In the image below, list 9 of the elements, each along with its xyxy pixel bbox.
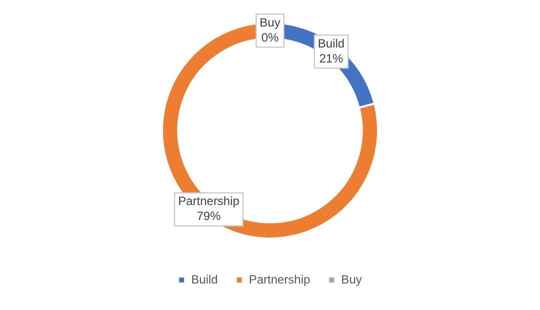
slice-label: Build <box>318 36 345 50</box>
legend-label: Buy <box>341 272 362 286</box>
legend-label: Build <box>191 272 218 286</box>
category-label: Buy <box>260 15 280 30</box>
data-label: 21% <box>319 51 344 66</box>
legend-label: Partnership <box>248 272 311 286</box>
text: 0% <box>261 30 279 44</box>
data-label: 79% <box>196 209 222 224</box>
slice-label: Partnership <box>178 194 240 208</box>
